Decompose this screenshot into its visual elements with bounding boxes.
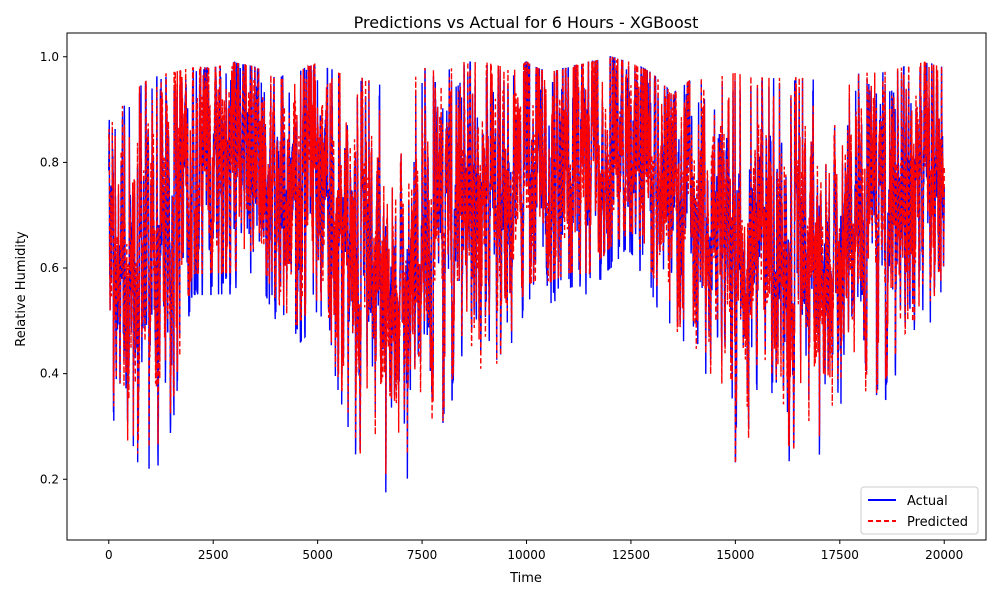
x-tick-label: 20000 xyxy=(925,548,963,562)
x-tick-label: 2500 xyxy=(198,548,229,562)
y-axis-label: Relative Humidity xyxy=(14,231,29,347)
legend-label-predicted: Predicted xyxy=(907,515,968,530)
x-tick-label: 10000 xyxy=(507,548,545,562)
x-tick-label: 17500 xyxy=(821,548,859,562)
y-axis: 0.2 0.4 0.6 0.8 1.0 xyxy=(40,50,67,486)
x-tick-label: 5000 xyxy=(302,548,333,562)
series-layer xyxy=(108,55,945,493)
y-tick-label: 1.0 xyxy=(40,50,59,64)
chart-title: Predictions vs Actual for 6 Hours - XGBo… xyxy=(354,13,699,32)
y-tick-label: 0.4 xyxy=(40,367,59,381)
y-tick-label: 0.6 xyxy=(40,261,59,275)
x-tick-label: 0 xyxy=(105,548,113,562)
x-tick-label: 7500 xyxy=(407,548,438,562)
y-tick-label: 0.2 xyxy=(40,472,59,486)
legend-label-actual: Actual xyxy=(907,494,948,509)
x-tick-label: 12500 xyxy=(612,548,650,562)
x-axis: 0 2500 5000 7500 10000 12500 15000 17500 20000 xyxy=(105,540,963,562)
legend: Actual Predicted xyxy=(860,486,979,535)
y-tick-label: 0.8 xyxy=(40,155,59,169)
x-tick-label: 15000 xyxy=(716,548,754,562)
x-axis-label: Time xyxy=(509,571,542,586)
series-line-predicted xyxy=(108,55,945,474)
legend-box xyxy=(860,486,979,535)
